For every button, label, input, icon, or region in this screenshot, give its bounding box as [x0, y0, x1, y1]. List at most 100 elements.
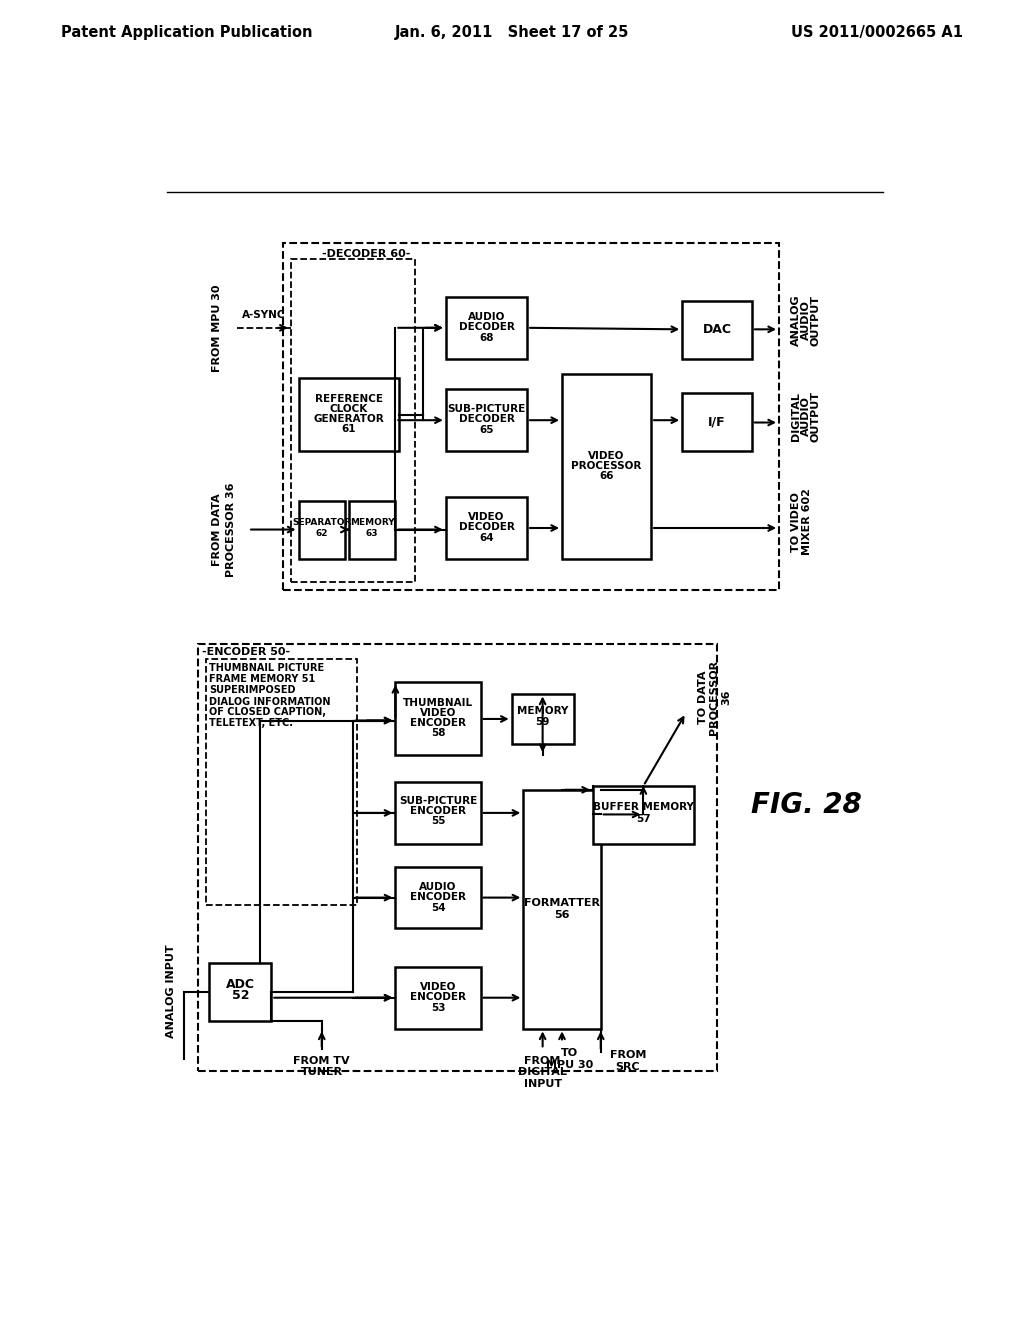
Text: DIGITAL: DIGITAL — [518, 1068, 567, 1077]
Text: 57: 57 — [636, 813, 650, 824]
Text: MIXER 602: MIXER 602 — [802, 488, 812, 556]
Text: DECODER: DECODER — [459, 523, 514, 532]
Text: 64: 64 — [479, 533, 494, 543]
Text: 53: 53 — [431, 1003, 445, 1012]
Text: SUB-PICTURE: SUB-PICTURE — [447, 404, 525, 414]
Text: ENCODER: ENCODER — [410, 991, 466, 1002]
Bar — [349, 502, 395, 558]
Text: 62: 62 — [315, 528, 328, 537]
Text: MEMORY: MEMORY — [350, 517, 394, 527]
Bar — [445, 297, 527, 359]
Text: 52: 52 — [231, 989, 249, 1002]
Bar — [299, 378, 399, 451]
Text: THUMBNAIL PICTURE: THUMBNAIL PICTURE — [209, 663, 325, 673]
Text: VIDEO: VIDEO — [420, 982, 456, 991]
Text: 61: 61 — [342, 424, 356, 434]
Text: FIG. 28: FIG. 28 — [751, 791, 861, 820]
Text: BUFFER MEMORY: BUFFER MEMORY — [593, 803, 694, 812]
Bar — [283, 243, 779, 590]
Text: FROM: FROM — [609, 1051, 646, 1060]
Text: Patent Application Publication: Patent Application Publication — [61, 25, 313, 40]
Text: AUDIO: AUDIO — [801, 300, 811, 341]
Text: ENCODER: ENCODER — [410, 718, 466, 729]
Text: Jan. 6, 2011   Sheet 17 of 25: Jan. 6, 2011 Sheet 17 of 25 — [395, 25, 629, 40]
Text: 59: 59 — [536, 717, 550, 726]
Bar — [198, 644, 717, 1071]
Text: VIDEO: VIDEO — [589, 450, 625, 461]
Bar — [562, 374, 651, 558]
Text: FROM DATA: FROM DATA — [212, 494, 222, 566]
Text: THUMBNAIL: THUMBNAIL — [402, 698, 473, 708]
Text: PROCESSOR 36: PROCESSOR 36 — [226, 482, 237, 577]
Bar — [395, 682, 480, 755]
Text: MPU 30: MPU 30 — [546, 1060, 593, 1069]
Bar — [291, 259, 415, 582]
Text: VIDEO: VIDEO — [420, 709, 456, 718]
Text: TUNER: TUNER — [301, 1068, 343, 1077]
Text: 65: 65 — [479, 425, 494, 436]
Text: ANALOG INPUT: ANALOG INPUT — [166, 945, 176, 1039]
Text: TELETEXT, ETC.: TELETEXT, ETC. — [209, 718, 293, 729]
Bar — [682, 393, 752, 451]
Text: CLOCK: CLOCK — [330, 404, 368, 414]
Text: 54: 54 — [431, 903, 445, 912]
Bar — [512, 693, 573, 743]
Text: SUB-PICTURE: SUB-PICTURE — [399, 796, 477, 805]
Text: SUPERIMPOSED: SUPERIMPOSED — [209, 685, 296, 696]
Text: AUDIO: AUDIO — [468, 312, 505, 322]
Text: OUTPUT: OUTPUT — [811, 294, 821, 346]
Text: GENERATOR: GENERATOR — [313, 414, 384, 424]
Text: 66: 66 — [599, 471, 613, 482]
Text: SRC: SRC — [615, 1063, 640, 1072]
Text: 55: 55 — [431, 816, 445, 826]
Bar — [209, 964, 271, 1020]
Bar — [445, 498, 527, 558]
Text: ENCODER: ENCODER — [410, 805, 466, 816]
Bar — [682, 301, 752, 359]
Text: -DECODER 60-: -DECODER 60- — [322, 249, 411, 259]
Text: DIGITAL: DIGITAL — [791, 392, 801, 441]
Bar — [593, 785, 693, 843]
Text: SEPARATOR: SEPARATOR — [292, 517, 351, 527]
Text: PROCESSOR: PROCESSOR — [710, 660, 719, 735]
Text: TO VIDEO: TO VIDEO — [791, 492, 801, 552]
Text: FROM: FROM — [524, 1056, 561, 1065]
Text: ANALOG: ANALOG — [791, 294, 801, 346]
Text: FRAME MEMORY 51: FRAME MEMORY 51 — [209, 673, 315, 684]
Text: AUDIO: AUDIO — [419, 882, 457, 892]
Text: DECODER: DECODER — [459, 414, 514, 425]
Text: -ENCODER 50-: -ENCODER 50- — [202, 647, 290, 657]
Bar — [395, 867, 480, 928]
Text: US 2011/0002665 A1: US 2011/0002665 A1 — [791, 25, 963, 40]
Bar — [395, 966, 480, 1028]
Text: I/F: I/F — [709, 416, 726, 429]
Bar — [523, 789, 601, 1028]
Bar — [299, 502, 345, 558]
Text: INPUT: INPUT — [523, 1078, 562, 1089]
Text: 58: 58 — [431, 729, 445, 738]
Text: 36: 36 — [721, 689, 731, 705]
Text: 63: 63 — [366, 528, 379, 537]
Text: OUTPUT: OUTPUT — [811, 391, 821, 442]
Bar — [206, 659, 356, 906]
Text: A-SYNC: A-SYNC — [242, 310, 286, 321]
Text: ENCODER: ENCODER — [410, 892, 466, 902]
Text: AUDIO: AUDIO — [801, 396, 811, 437]
Text: OF CLOSED CAPTION,: OF CLOSED CAPTION, — [209, 708, 327, 717]
Text: TO DATA: TO DATA — [697, 671, 708, 725]
Text: FORMATTER: FORMATTER — [524, 898, 600, 908]
Text: 68: 68 — [479, 333, 494, 343]
Text: 56: 56 — [554, 911, 569, 920]
Text: DAC: DAC — [702, 323, 731, 337]
Text: DIALOG INFORMATION: DIALOG INFORMATION — [209, 697, 331, 706]
Text: TO: TO — [561, 1048, 579, 1059]
Text: ADC: ADC — [226, 978, 255, 991]
Bar — [445, 389, 527, 451]
Text: PROCESSOR: PROCESSOR — [571, 461, 642, 471]
Text: REFERENCE: REFERENCE — [314, 395, 383, 404]
Bar — [395, 781, 480, 843]
Text: DECODER: DECODER — [459, 322, 514, 333]
Text: FROM TV: FROM TV — [294, 1056, 350, 1065]
Text: MEMORY: MEMORY — [517, 706, 568, 715]
Text: VIDEO: VIDEO — [468, 512, 505, 523]
